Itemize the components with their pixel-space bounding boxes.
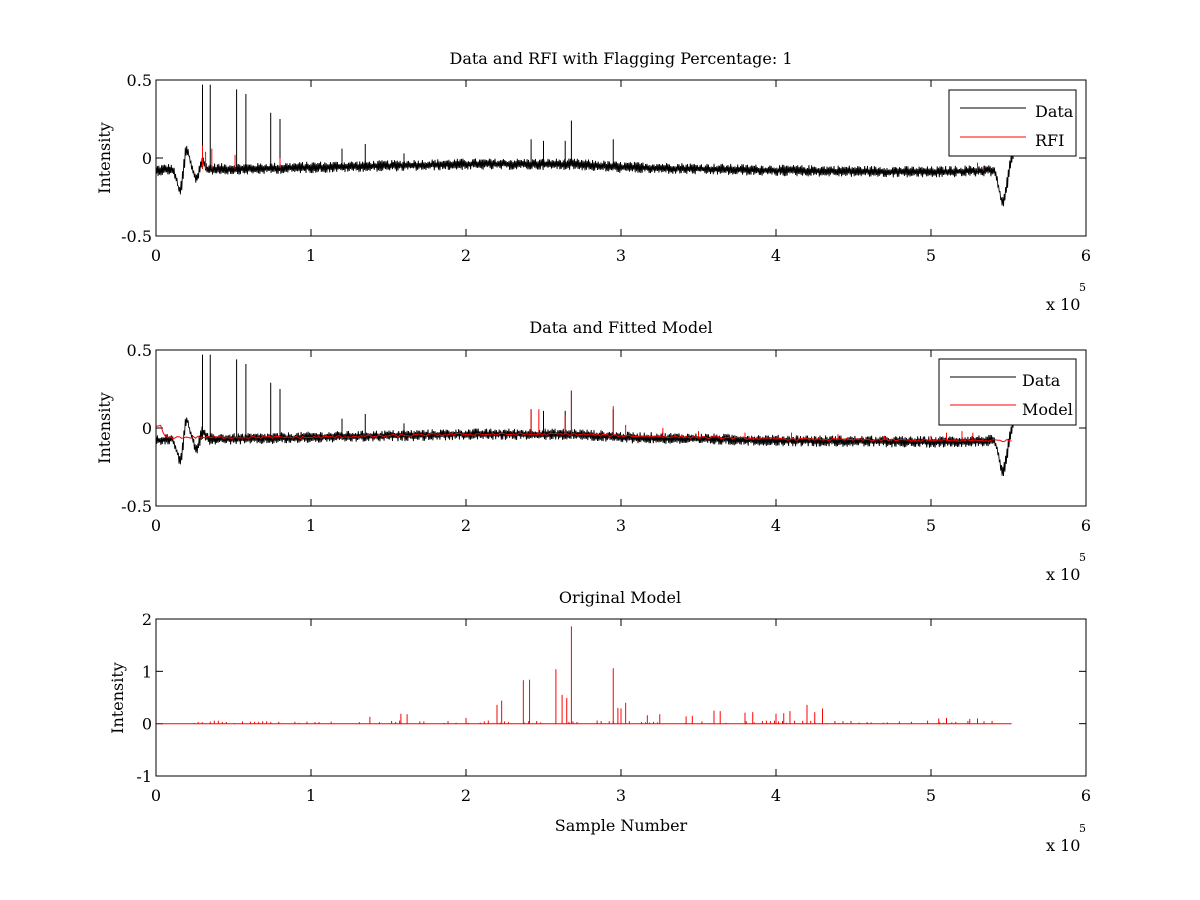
y-tick-label: 0.5	[127, 341, 152, 360]
x-tick-label: 6	[1081, 246, 1091, 265]
y-tick-label: -0.5	[121, 497, 152, 516]
panel-2-axis-ticks: 0 1 2 3 4 5 6-0.500.5	[121, 341, 1091, 535]
x-tick-label: 1	[306, 786, 316, 805]
x-tick-label: 6	[1081, 786, 1091, 805]
y-tick-label: -1	[136, 767, 152, 786]
y-tick-label: 0	[142, 419, 152, 438]
panel-3-title: Original Model	[559, 588, 681, 607]
panel-3-x-exponent-power: 5	[1079, 822, 1086, 835]
y-tick-label: 0	[142, 149, 152, 168]
x-tick-label: 4	[771, 516, 781, 535]
x-tick-label: 6	[1081, 516, 1091, 535]
x-tick-label: 1	[306, 516, 316, 535]
y-tick-label: 1	[142, 662, 152, 681]
panel-3-plot-area	[156, 626, 1012, 725]
panel-2-x-exponent-power: 5	[1079, 551, 1086, 564]
series-data-line	[156, 417, 1014, 477]
panel-2-title: Data and Fitted Model	[529, 318, 712, 337]
y-tick-label: 0.5	[127, 71, 152, 90]
panel-1-legend: Data RFI	[948, 89, 1077, 157]
panel-1-title: Data and RFI with Flagging Percentage: 1	[449, 49, 792, 68]
x-tick-label: 4	[771, 246, 781, 265]
series-data-line	[156, 145, 1014, 207]
y-tick-label: 2	[142, 610, 152, 629]
panel-1-plot-area	[156, 84, 1014, 207]
y-tick-label: -0.5	[121, 227, 152, 246]
panel-1-x-exponent-power: 5	[1079, 281, 1086, 294]
panel-3: Original Model Intensity Sample Number 0…	[108, 588, 1091, 855]
x-tick-label: 4	[771, 786, 781, 805]
y-tick-label: 0	[142, 715, 152, 734]
x-tick-label: 0	[151, 246, 161, 265]
panel-1-axes-box	[155, 79, 1087, 237]
panel-2-legend-label-data: Data	[1022, 371, 1061, 390]
x-tick-label: 5	[926, 246, 936, 265]
panel-1-legend-label-rfi: RFI	[1035, 131, 1064, 150]
panel-1-x-exponent: x 10	[1046, 295, 1080, 314]
x-tick-label: 3	[616, 516, 626, 535]
panel-2-legend-box	[938, 358, 1077, 426]
panel-2-y-axis-label: Intensity	[95, 392, 114, 464]
panel-1-y-axis-label: Intensity	[95, 122, 114, 194]
x-tick-label: 0	[151, 786, 161, 805]
x-tick-label: 3	[616, 786, 626, 805]
panel-2: Data and Fitted Model Intensity 0 1 2 3 4 5 6 -…	[95, 318, 1091, 584]
panel-3-axes-box	[155, 618, 1087, 777]
x-tick-label: 1	[306, 246, 316, 265]
panel-2-x-exponent: x 10	[1046, 565, 1080, 584]
x-tick-label: 5	[926, 786, 936, 805]
panel-1-legend-label-data: Data	[1035, 102, 1074, 121]
x-tick-label: 5	[926, 516, 936, 535]
panel-1: Data and RFI with Flagging Percentage: 1…	[95, 49, 1091, 314]
x-tick-label: 2	[461, 786, 471, 805]
panel-1-legend-box	[948, 89, 1077, 157]
x-tick-label: 2	[461, 516, 471, 535]
x-tick-label: 3	[616, 246, 626, 265]
panel-2-legend: Data Model	[938, 358, 1077, 426]
x-tick-label: 0	[151, 516, 161, 535]
panel-3-y-axis-label: Intensity	[108, 662, 127, 734]
series-model-line	[156, 424, 1012, 443]
panel-3-x-axis-label: Sample Number	[555, 816, 688, 835]
panel-3-x-exponent: x 10	[1046, 836, 1080, 855]
panel-2-legend-label-model: Model	[1022, 400, 1073, 419]
panel-2-axes-box	[155, 349, 1087, 507]
x-tick-label: 2	[461, 246, 471, 265]
panel-2-plot-area	[156, 354, 1014, 477]
